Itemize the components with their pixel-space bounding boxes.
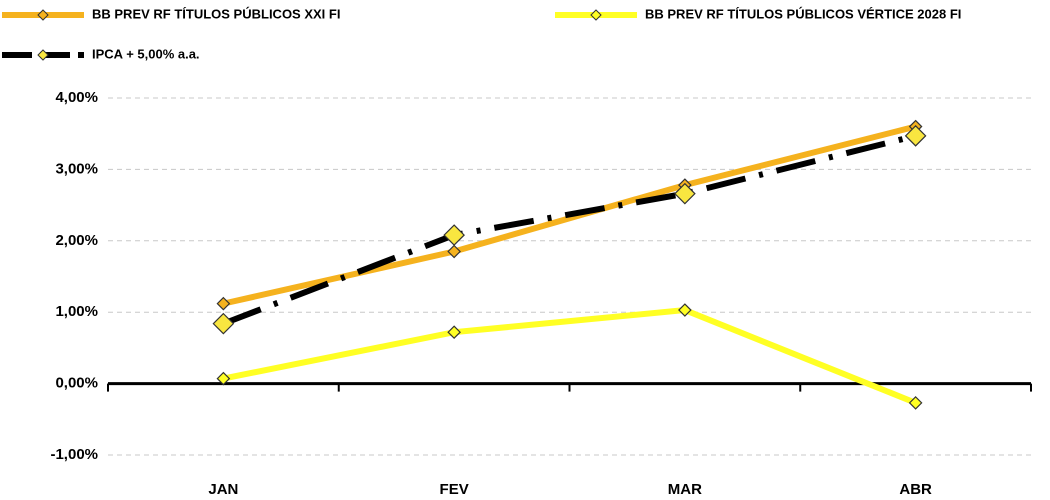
legend-label: IPCA + 5,00% a.a. (92, 46, 200, 61)
marker (447, 244, 461, 259)
series-line (222, 307, 917, 406)
x-tick-label: ABR (899, 481, 932, 498)
marker (443, 224, 465, 246)
marker (678, 303, 692, 317)
legend-label: BB PREV RF TÍTULOS PÚBLICOS XXI FI (92, 6, 340, 21)
marker (904, 124, 927, 147)
series-line (222, 123, 917, 307)
legend-label: BB PREV RF TÍTULOS PÚBLICOS VÉRTICE 2028… (645, 6, 961, 21)
y-tick-label: 0,00% (55, 375, 98, 392)
y-tick-label: -1,00% (50, 446, 98, 463)
legend-marker (37, 9, 49, 21)
x-tick-label: JAN (208, 481, 238, 498)
marker (216, 296, 231, 311)
x-tick-label: MAR (668, 481, 702, 498)
marker (216, 371, 231, 386)
legend-marker (590, 9, 602, 21)
marker (212, 312, 235, 335)
marker (447, 325, 461, 340)
x-tick-label: FEV (440, 481, 469, 498)
y-tick-label: 1,00% (55, 303, 98, 320)
y-tick-label: 2,00% (55, 232, 98, 249)
legend-marker (37, 49, 49, 61)
series-line (222, 132, 917, 327)
y-tick-label: 4,00% (55, 89, 98, 106)
marker (674, 182, 696, 205)
y-tick-label: 3,00% (55, 160, 98, 177)
marker (908, 396, 923, 410)
